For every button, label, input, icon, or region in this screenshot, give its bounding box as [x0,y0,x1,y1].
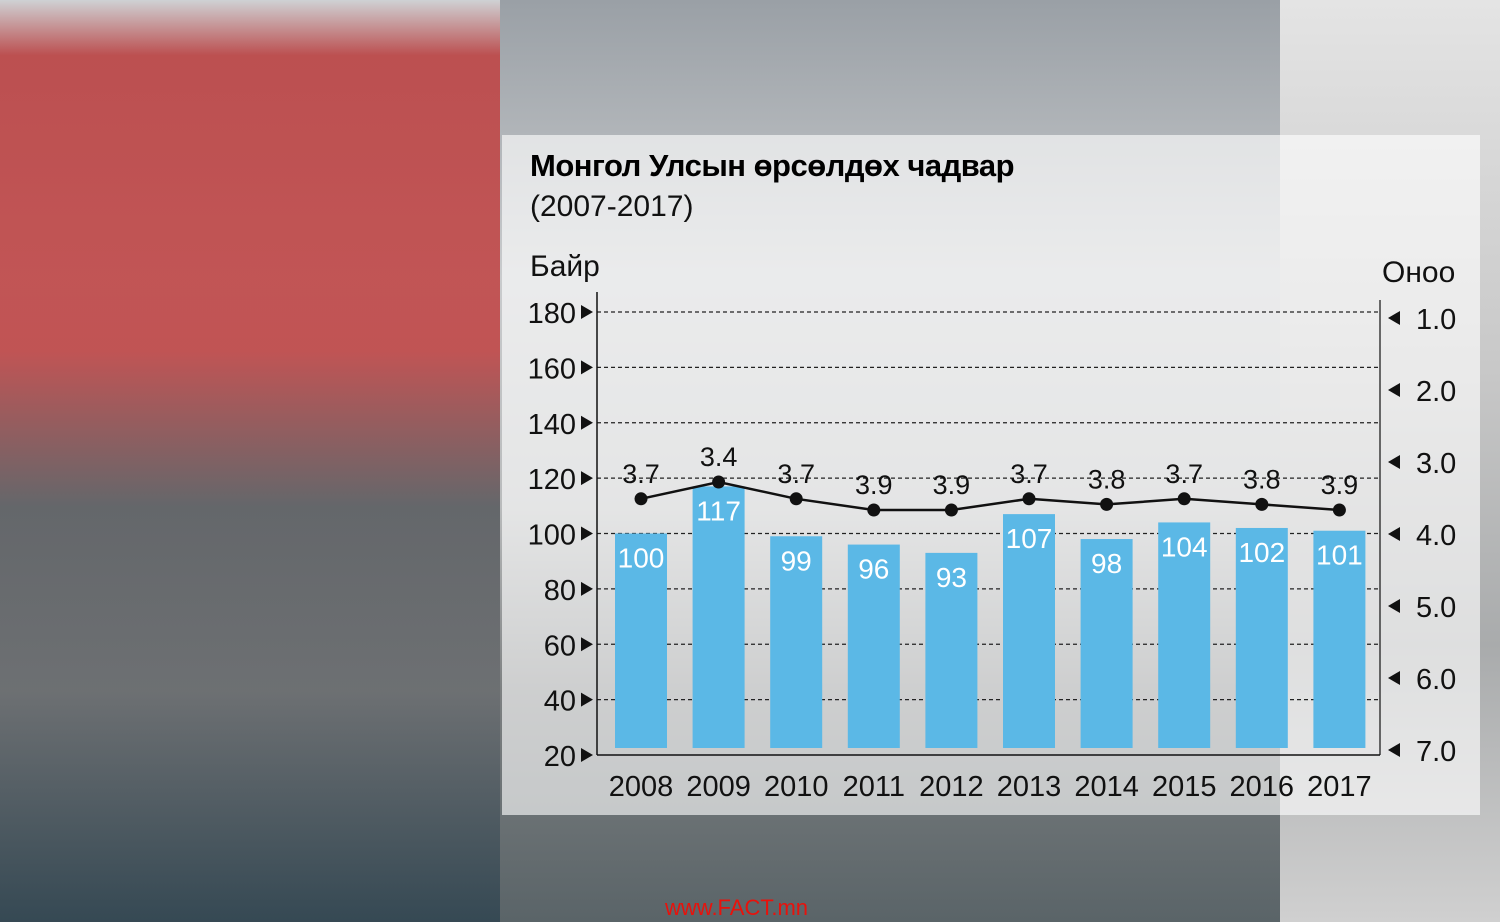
source-link[interactable]: www.FACT.mn [665,895,809,920]
left-tick-label: 40 [544,686,576,718]
score-label: 3.8 [1088,464,1126,494]
right-tick-arrow [1388,383,1400,397]
left-tick-label: 160 [528,353,576,385]
left-tick-arrow [581,471,593,486]
left-tick-arrow [581,360,593,375]
score-point [1022,492,1036,506]
score-label: 3.7 [1010,459,1048,489]
left-tick-label: 80 [544,575,576,607]
left-tick-label: 60 [544,630,576,662]
bar [1080,539,1133,748]
background-photo-left [0,0,500,922]
bar [1003,514,1055,748]
left-tick-label: 20 [544,741,576,773]
x-tick-label: 2010 [764,771,829,803]
left-tick-label: 140 [528,409,576,441]
bar [1313,530,1366,748]
left-tick-arrow [581,637,593,652]
x-tick-label: 2016 [1230,771,1295,803]
right-tick-arrow [1388,311,1400,325]
left-axis-label: Байр [530,250,600,283]
right-tick-label: 7.0 [1416,736,1456,768]
bar-value-label: 107 [1006,523,1053,554]
x-tick-label: 2009 [686,771,751,803]
left-tick-arrow [581,305,593,319]
score-point [867,503,881,517]
right-tick-arrow [1388,455,1400,469]
score-point [1100,497,1114,511]
bar-value-label: 98 [1091,548,1122,579]
right-tick-arrow [1388,527,1400,541]
score-point [944,503,958,517]
right-tick-arrow [1388,599,1400,613]
right-axis-label: Оноо [1382,256,1456,289]
score-label: 3.8 [1243,464,1281,494]
left-tick-arrow [581,581,593,596]
score-label: 3.9 [855,470,893,500]
bar [925,552,978,748]
bar-value-label: 93 [936,562,967,593]
score-label: 3.7 [1165,459,1203,489]
left-tick-label: 120 [528,464,576,496]
left-tick-arrow [581,692,593,707]
score-point [789,492,803,506]
left-tick-arrow [581,526,593,541]
chart-title: Монгол Улсын өрсөлдөх чадвар [530,148,1015,183]
score-point [1332,503,1346,517]
right-tick-label: 2.0 [1416,376,1456,408]
bar [615,533,667,748]
score-point [634,492,648,506]
bar [1158,522,1211,748]
left-tick-label: 180 [528,298,576,330]
bar-value-label: 96 [858,554,889,585]
x-tick-label: 2012 [919,771,984,803]
bar-value-label: 102 [1238,537,1285,568]
watermark [185,670,227,809]
score-point [712,475,726,489]
score-label: 3.7 [622,459,660,489]
bar-value-label: 101 [1316,540,1363,571]
score-point [1177,492,1191,506]
bar [1235,527,1288,748]
right-tick-label: 4.0 [1416,520,1456,552]
score-label: 3.9 [1321,470,1359,500]
x-tick-label: 2015 [1152,771,1217,803]
right-tick-label: 3.0 [1416,448,1456,480]
left-tick-arrow [581,748,593,762]
x-tick-label: 2008 [609,771,674,803]
bar-value-label: 99 [781,545,812,576]
right-tick-label: 1.0 [1416,304,1456,336]
bar [770,536,823,748]
left-tick-arrow [581,415,593,430]
score-label: 3.9 [933,470,971,500]
bar [847,544,900,748]
x-tick-label: 2017 [1307,771,1372,803]
bar-value-label: 117 [696,495,741,526]
bar [692,486,745,748]
score-label: 3.4 [700,442,738,472]
right-tick-label: 5.0 [1416,592,1456,624]
right-tick-arrow [1388,671,1400,685]
x-tick-label: 2014 [1074,771,1139,803]
left-tick-label: 100 [528,520,576,552]
score-line [640,480,1340,512]
right-tick-arrow [1388,743,1400,757]
x-tick-label: 2011 [843,771,905,803]
x-tick-label: 2013 [997,771,1062,803]
score-point [1255,497,1269,511]
chart-subtitle: (2007-2017) [530,190,694,223]
bar-value-label: 104 [1161,531,1208,562]
right-tick-label: 6.0 [1416,664,1456,696]
bar-value-label: 100 [618,543,665,574]
score-label: 3.7 [777,459,815,489]
